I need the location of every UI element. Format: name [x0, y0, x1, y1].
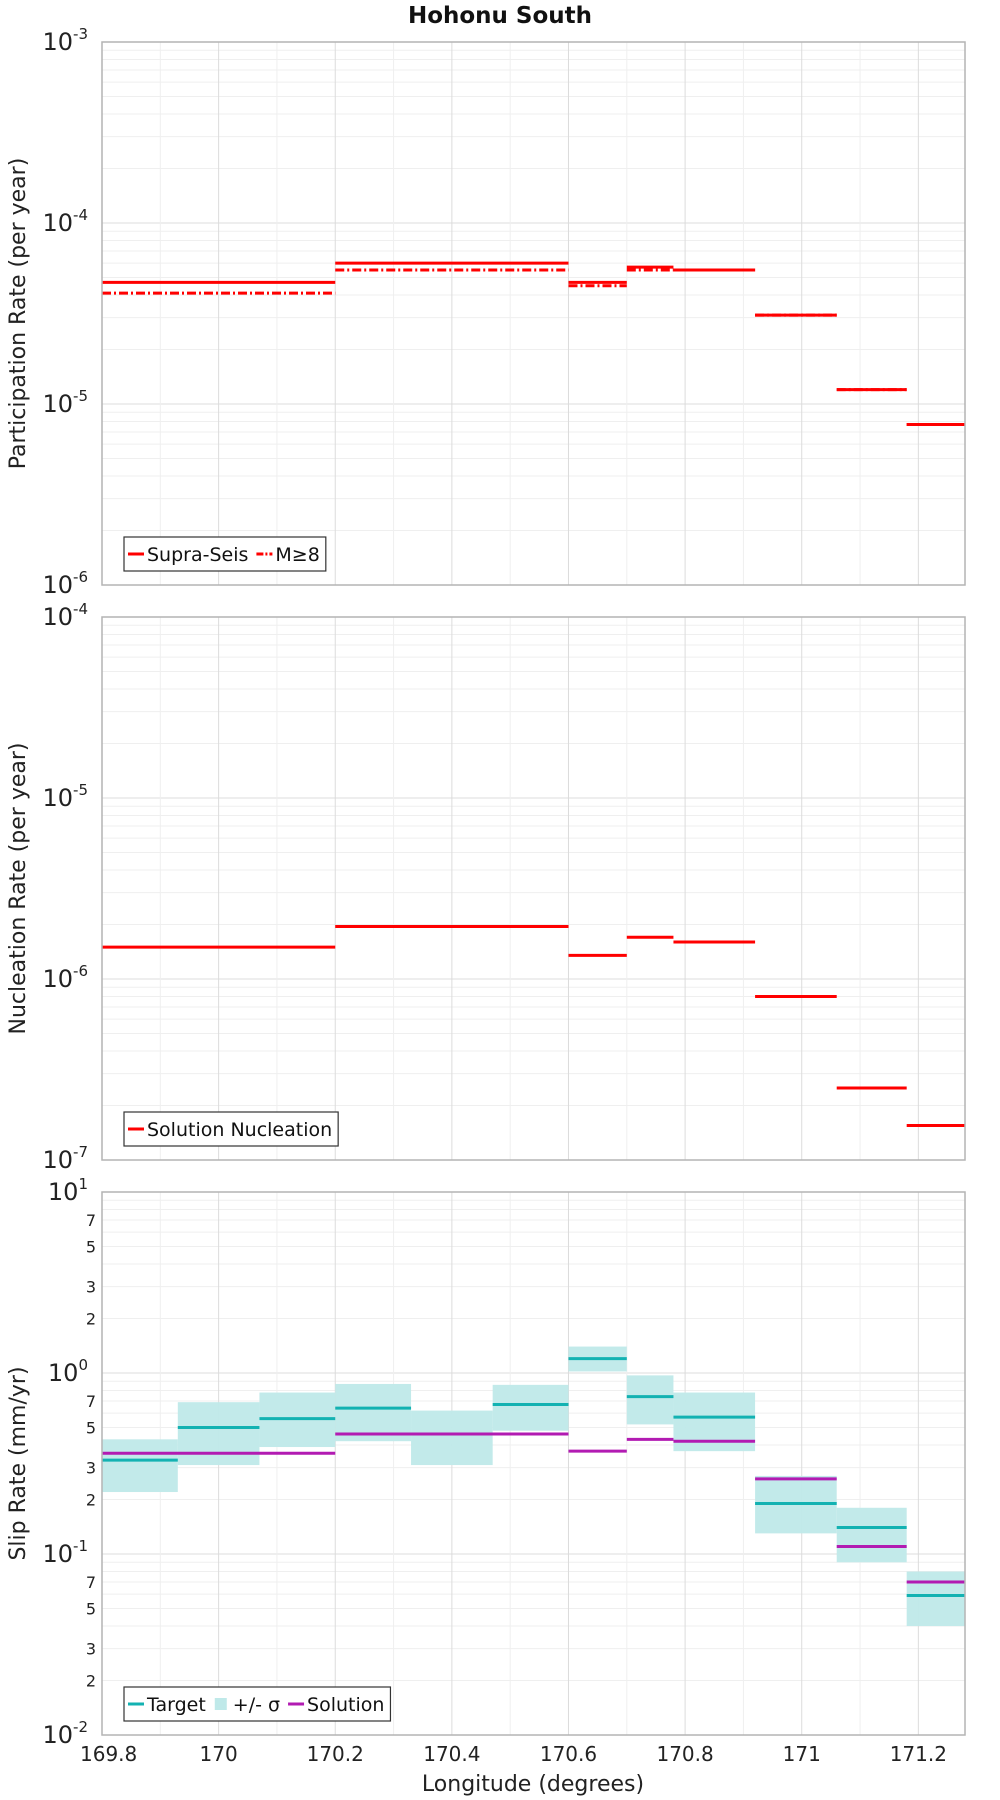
y-tick-label: 10-6 [42, 962, 88, 993]
y-tick-exponent: -4 [73, 600, 88, 618]
y-minor-tick-label: 3 [86, 1278, 96, 1297]
legend: Supra-Seis M≥8 [123, 536, 327, 572]
y-tick-label: 10-4 [42, 600, 88, 631]
sigma-band [411, 1410, 493, 1466]
y-tick-base: 10 [42, 1146, 73, 1174]
plot-frame [101, 41, 966, 586]
x-tick-label: 170.8 [656, 1742, 713, 1766]
y-minor-tick-label: 2 [86, 1672, 96, 1691]
y-tick-label: 100 [48, 1356, 88, 1387]
x-axis-label: Longitude (degrees) [422, 1772, 644, 1797]
y-tick-exponent: 0 [78, 1356, 88, 1374]
y-tick-exponent: -6 [73, 962, 88, 980]
x-tick-label: 171.2 [890, 1742, 947, 1766]
legend-box [123, 536, 327, 572]
sigma-band [177, 1402, 260, 1466]
chart-title: Hohonu South [408, 3, 592, 29]
x-tick-label: 170.4 [423, 1742, 480, 1766]
legend-box [123, 1686, 392, 1722]
y-minor-tick-label: 5 [86, 1418, 96, 1437]
y-tick-exponent: -3 [73, 25, 88, 43]
legend-label: Solution Nucleation [147, 1119, 332, 1141]
y-tick-exponent: -4 [73, 206, 88, 224]
y-tick-base: 10 [42, 1540, 73, 1568]
y-minor-tick-label: 3 [86, 1640, 96, 1659]
y-tick-base: 10 [48, 1359, 79, 1387]
y-tick-base: 10 [48, 1178, 79, 1206]
y-tick-label: 10-6 [42, 568, 88, 599]
sigma-band [906, 1571, 965, 1627]
y-tick-base: 10 [42, 209, 73, 237]
y-minor-tick-label: 5 [86, 1237, 96, 1256]
y-tick-label: 10-3 [42, 25, 88, 56]
y-tick-label: 10-1 [42, 1537, 88, 1568]
y-axis-label: Slip Rate (mm/yr) [6, 1366, 31, 1560]
y-tick-label: 10-4 [42, 206, 88, 237]
legend-label: +/- σ [233, 1694, 280, 1716]
y-minor-tick-label: 2 [86, 1491, 96, 1510]
sigma-band [626, 1375, 674, 1425]
y-minor-tick-label: 7 [86, 1392, 96, 1411]
y-tick-base: 10 [42, 28, 73, 56]
y-minor-tick-label: 7 [86, 1211, 96, 1230]
legend-label: M≥8 [275, 544, 319, 566]
y-tick-base: 10 [42, 965, 73, 993]
legend-label: Solution [307, 1694, 384, 1716]
legend: Solution Nucleation [123, 1111, 339, 1147]
y-tick-label: 10-5 [42, 387, 88, 418]
sigma-band [492, 1384, 569, 1431]
y-tick-label: 10-2 [42, 1718, 88, 1749]
y-tick-base: 10 [42, 784, 73, 812]
y-minor-tick-label: 2 [86, 1310, 96, 1329]
y-tick-exponent: -2 [73, 1718, 88, 1736]
sigma-band [836, 1507, 907, 1563]
y-tick-exponent: -1 [73, 1537, 88, 1555]
sigma-band [335, 1383, 412, 1442]
y-tick-exponent: -5 [73, 387, 88, 405]
legend: Target +/- σ Solution [123, 1686, 392, 1722]
y-tick-label: 101 [48, 1175, 88, 1206]
y-tick-label: 10-5 [42, 781, 88, 812]
y-minor-tick-label: 5 [86, 1599, 96, 1618]
x-tick-label: 170.2 [307, 1742, 364, 1766]
y-axis-label: Nucleation Rate (per year) [6, 743, 31, 1035]
x-tick-label: 170 [200, 1742, 238, 1766]
y-minor-tick-label: 3 [86, 1459, 96, 1478]
y-axis-label: Participation Rate (per year) [6, 158, 31, 470]
sigma-band [102, 1439, 178, 1493]
y-tick-label: 10-7 [42, 1143, 88, 1174]
legend-label: Target [146, 1694, 206, 1716]
y-tick-exponent: 1 [78, 1175, 88, 1193]
y-minor-tick-label: 7 [86, 1573, 96, 1592]
plot-frame [101, 616, 966, 1161]
y-tick-exponent: -5 [73, 781, 88, 799]
x-tick-label: 170.6 [540, 1742, 597, 1766]
x-tick-label: 169.8 [80, 1742, 137, 1766]
legend-label: Supra-Seis [147, 544, 248, 566]
legend-box [123, 1111, 339, 1147]
y-tick-base: 10 [42, 390, 73, 418]
y-tick-base: 10 [42, 1721, 73, 1749]
plot-frame [101, 1191, 966, 1736]
y-tick-exponent: -7 [73, 1143, 88, 1161]
legend-swatch [214, 1698, 227, 1710]
y-tick-base: 10 [42, 603, 73, 631]
y-tick-base: 10 [42, 571, 73, 599]
y-tick-exponent: -6 [73, 568, 88, 586]
x-tick-label: 171 [783, 1742, 821, 1766]
